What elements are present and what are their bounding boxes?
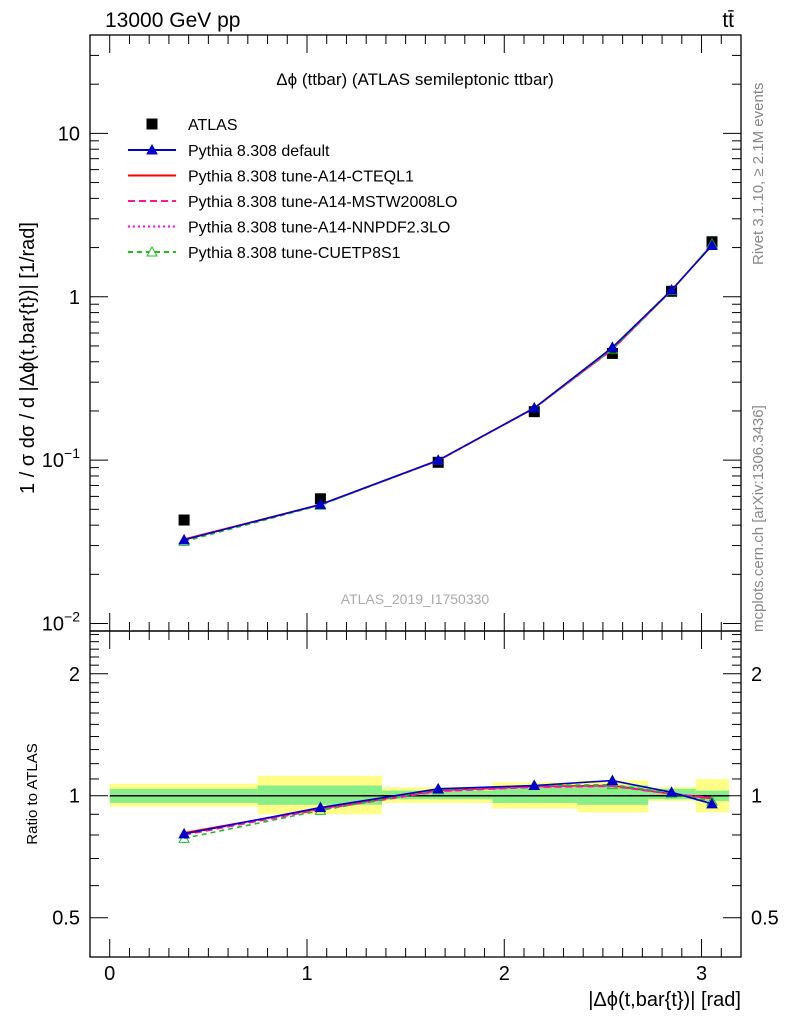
- main-line-pythia-8-308-tune-a14-nnpdf2-3lo: [183, 244, 713, 541]
- main-marker: [528, 401, 541, 413]
- main-line-pythia-8-308-tune-a14-mstw2008lo: [183, 243, 713, 541]
- main-line-pythia-8-308-tune-a14-cteql1: [183, 244, 713, 540]
- main-marker: [706, 239, 718, 250]
- watermark: ATLAS_2019_I1750330: [341, 591, 490, 607]
- x-tick-label: 0: [104, 963, 115, 985]
- legend-label: Pythia 8.308 tune-A14-MSTW2008LO: [188, 194, 457, 211]
- main-plot-area: [178, 236, 718, 546]
- data-point: [178, 514, 190, 526]
- ratio-y-tick-label: 1: [69, 786, 80, 808]
- main-marker: [432, 454, 445, 465]
- y-tick-label: 10−2: [42, 609, 80, 636]
- ratio-marker: [706, 797, 718, 809]
- ratio-y-tick-label: 0.5: [52, 908, 80, 930]
- legend-marker: [146, 143, 158, 155]
- y-tick-label: 1: [69, 287, 80, 309]
- main-marker: [606, 341, 619, 352]
- ratio-marker: [314, 801, 327, 813]
- process-label: tt̄: [722, 9, 734, 32]
- ratio-y-axis-label: Ratio to ATLAS: [24, 743, 41, 844]
- ratio-panel: 0.5 0.5 1 1 2 2 0 1 2 3 Ratio to ATLAS |Δϕ(t,bar{…: [24, 630, 779, 1011]
- ratio-y-tick-label: 2: [69, 664, 80, 686]
- main-marker: [665, 283, 678, 295]
- ratio-y-tick-label-right: 1: [751, 786, 762, 808]
- energy-label: 13000 GeV pp: [105, 9, 240, 32]
- ratio-axes: 0.5 0.5 1 1 2 2 0 1 2 3: [52, 631, 779, 985]
- ratio-marker: [528, 779, 541, 790]
- ratio-frame: [89, 630, 742, 958]
- ratio-y-tick-label-right: 0.5: [751, 908, 779, 930]
- ratio-plot-area: [109, 774, 730, 843]
- x-tick-label: 3: [696, 963, 707, 985]
- mcplots-label: mcplots.cern.ch [arXiv:1306.3436]: [750, 405, 767, 632]
- ratio-marker: [432, 782, 445, 794]
- legend-marker-data: [146, 118, 158, 130]
- main-title: Δϕ (ttbar) (ATLAS semileptonic ttbar): [276, 70, 554, 89]
- main-panel: 10−2 10−1 1 10 Δϕ (ttbar) (ATLAS semilepton…: [17, 34, 742, 636]
- legend-label: ATLAS: [188, 117, 238, 134]
- main-y-axis-label: 1 / σ dσ / d |Δϕ(t,bar{t})| [1/rad]: [17, 222, 39, 494]
- ratio-marker: [665, 786, 678, 797]
- uncertainty-band-inner: [381, 790, 493, 800]
- legend-label: Pythia 8.308 tune-A14-CTEQL1: [188, 169, 414, 186]
- main-line-pythia-8-308-default: [183, 244, 713, 541]
- ratio-y-tick-label-right: 2: [751, 664, 762, 686]
- legend-marker: [146, 245, 158, 257]
- main-marker: [314, 498, 327, 510]
- main-axes: 10−2 10−1 1 10: [42, 34, 741, 636]
- x-axis-label: |Δϕ(t,bar{t})| [rad]: [588, 989, 741, 1011]
- legend-label: Pythia 8.308 tune-A14-NNPDF2.3LO: [188, 220, 450, 237]
- ratio-marker: [606, 774, 619, 786]
- main-line-pythia-8-308-tune-cuetp8s1: [183, 243, 713, 543]
- rivet-label: Rivet 3.1.10, ≥ 2.1M events: [750, 83, 767, 266]
- y-tick-label: 10−1: [42, 445, 80, 472]
- main-marker: [178, 533, 190, 545]
- x-tick-label: 2: [499, 963, 510, 985]
- legend-label: Pythia 8.308 default: [188, 143, 330, 160]
- legend: ATLAS Pythia 8.308 default Pythia 8.308 tu…: [128, 117, 457, 262]
- ratio-marker: [178, 827, 190, 839]
- y-tick-label: 10: [58, 123, 80, 145]
- legend-label: Pythia 8.308 tune-CUETP8S1: [188, 245, 401, 262]
- x-tick-label: 1: [301, 963, 312, 985]
